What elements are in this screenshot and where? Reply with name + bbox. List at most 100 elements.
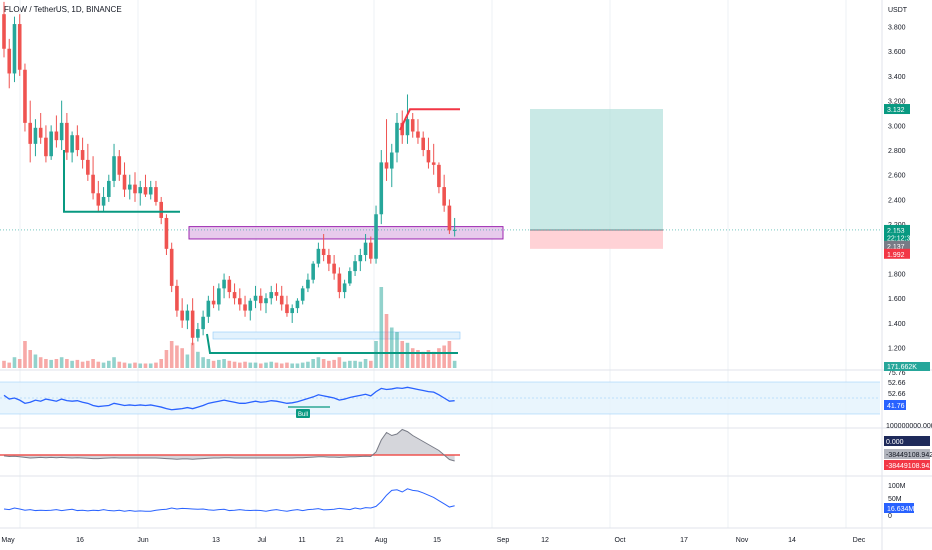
- candle: [23, 63, 27, 132]
- time-axis: May 16 Jun 13 Jul 11 21 Aug 15 Sep 12 Oct 17 Nov 14 Dec: [1, 537, 865, 544]
- candle: [59, 100, 64, 151]
- candle: [311, 261, 315, 284]
- volume-bar: [196, 351, 200, 368]
- candle-body: [447, 205, 452, 231]
- oscillator-badge: [884, 449, 930, 459]
- candle: [316, 242, 321, 268]
- rsi-level-label: 52.66: [888, 380, 906, 387]
- candle: [264, 293, 268, 314]
- candle: [269, 285, 274, 305]
- candle: [148, 180, 153, 200]
- volume-bar: [285, 362, 289, 368]
- time-tick-label: Nov: [736, 537, 749, 544]
- volume-bar: [49, 359, 53, 368]
- volume-bar: [12, 357, 17, 368]
- candle: [122, 162, 127, 197]
- time-tick-label: 13: [212, 537, 220, 544]
- candle: [211, 285, 216, 309]
- candle: [416, 119, 420, 144]
- candle-body: [138, 187, 143, 194]
- candle: [431, 143, 436, 175]
- indicator-level-label: 100M: [888, 483, 906, 490]
- oscillator-badge-label: 0.000: [886, 439, 904, 446]
- volume-bar: [112, 357, 116, 368]
- oscillator-line: [3, 428, 455, 462]
- candle: [180, 298, 184, 328]
- candle: [410, 112, 415, 138]
- volume-bar: [38, 357, 43, 368]
- volume-indicator-line: [3, 488, 455, 512]
- price-tick-label: 3.800: [888, 25, 906, 32]
- volume-bar: [410, 348, 415, 368]
- candle-body: [49, 131, 53, 157]
- volume-bar: [238, 362, 242, 368]
- volume-bar: [279, 363, 284, 368]
- candle-body: [421, 137, 425, 151]
- candle: [232, 283, 237, 305]
- candle: [353, 255, 357, 277]
- candle-body: [353, 261, 357, 272]
- oscillator-badge: [884, 436, 930, 446]
- time-tick-label: Jun: [137, 537, 148, 544]
- candle-body: [321, 248, 326, 256]
- volume-bar: [127, 363, 132, 368]
- price-badge: [884, 104, 910, 115]
- candle-body: [431, 162, 436, 165]
- candle: [238, 288, 242, 311]
- candle-body: [127, 184, 132, 190]
- candle: [2, 1, 6, 58]
- volume-bar: [405, 342, 410, 368]
- candle-body: [300, 288, 305, 301]
- volume-bar: [353, 360, 357, 368]
- volume-bar: [86, 360, 90, 368]
- candle-body: [243, 304, 247, 311]
- price-tick-label: 2.800: [888, 148, 906, 155]
- price-badge-label: 3.132: [887, 107, 905, 114]
- candle: [442, 174, 446, 212]
- candle-body: [65, 122, 69, 153]
- candle-body: [295, 300, 300, 309]
- candle-body: [164, 217, 169, 249]
- volume-bar: [379, 287, 384, 368]
- candle-body: [342, 283, 347, 293]
- volume-bar: [59, 357, 64, 368]
- volume-bar: [311, 359, 315, 368]
- candle-body: [337, 273, 342, 293]
- candle-body: [253, 295, 258, 301]
- price-tick-label: 3.200: [888, 99, 906, 106]
- candle-body: [80, 150, 85, 160]
- volume-bar: [2, 360, 6, 368]
- candle-body: [175, 285, 179, 311]
- oscillator-badge: [884, 460, 930, 470]
- volume-bar: [222, 359, 226, 368]
- volume-bar: [217, 359, 221, 368]
- price-badge: [884, 224, 910, 235]
- price-axis: USDT 3.800 3.600 3.400 3.200 3.000 2.800 2.600 2…: [884, 7, 930, 371]
- candle-body: [426, 150, 431, 163]
- volume-bar: [421, 351, 425, 368]
- candle: [107, 174, 111, 202]
- candle: [358, 248, 363, 272]
- volume-bar: [175, 345, 179, 368]
- candle-body: [311, 263, 315, 280]
- candle-body: [332, 263, 336, 274]
- candle: [206, 295, 211, 323]
- candle-body: [238, 298, 242, 305]
- candle-body: [285, 304, 289, 314]
- indicator-level-label: 0: [888, 513, 892, 520]
- candle-body: [374, 214, 378, 259]
- candle: [138, 180, 143, 206]
- volume-bar: [295, 363, 300, 368]
- supply-demand-zone: [188, 226, 504, 240]
- rsi-line: [3, 386, 455, 411]
- volume-bars: [2, 287, 457, 368]
- time-tick-label: 17: [680, 537, 688, 544]
- oscillator-panel: 100000000.000 0.000 -38449108.942 -38449108…: [0, 423, 932, 470]
- candle: [112, 143, 116, 188]
- candle-body: [217, 288, 221, 305]
- time-tick-label: 15: [433, 537, 441, 544]
- candle-body: [154, 187, 158, 202]
- volume-bar: [164, 350, 169, 368]
- candle: [369, 236, 373, 264]
